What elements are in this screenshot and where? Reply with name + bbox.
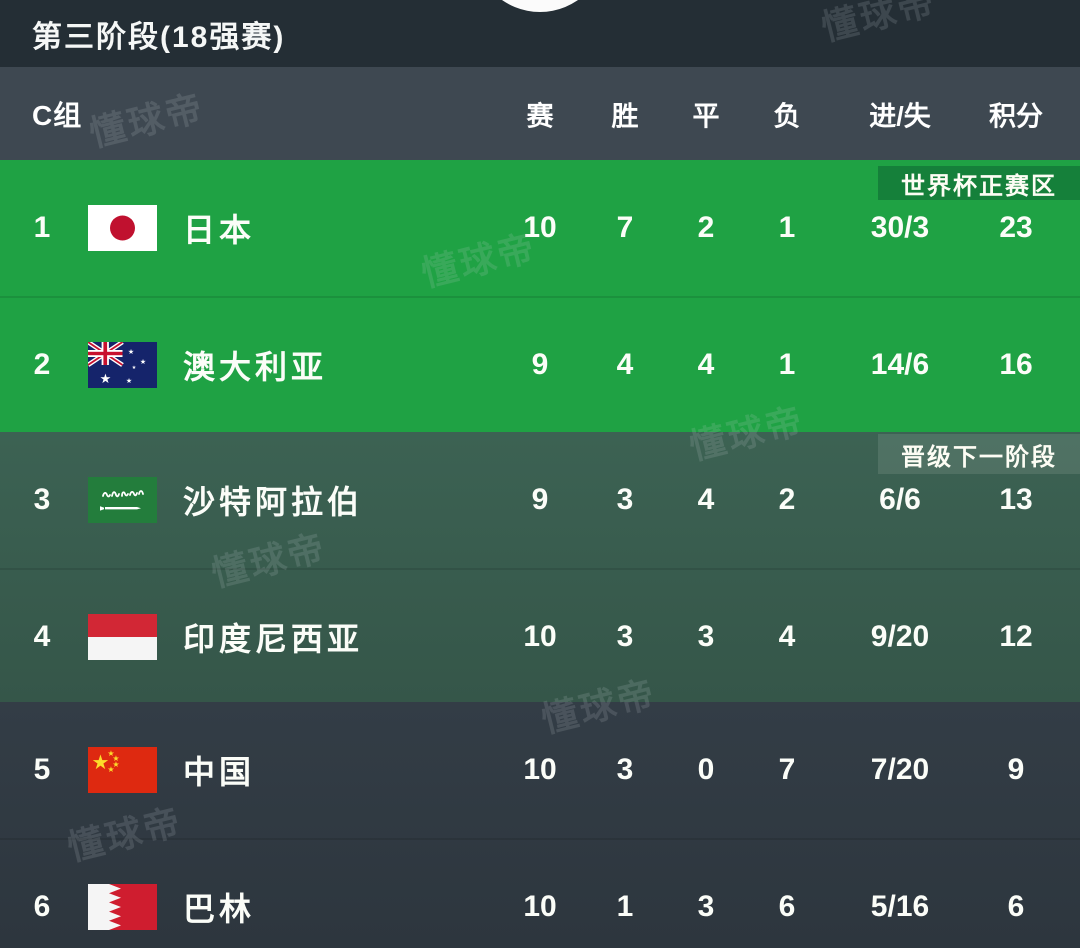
stat-points: 23 xyxy=(999,211,1033,244)
stat-win: 1 xyxy=(616,890,634,923)
australia-flag-icon: ★ ★ ★ ★ ★ xyxy=(88,342,157,388)
japan-flag-icon xyxy=(88,205,157,251)
svg-text:★: ★ xyxy=(112,754,119,763)
team-name: 巴林 xyxy=(183,891,256,927)
team-name: 日本 xyxy=(183,212,256,248)
svg-text:★: ★ xyxy=(128,348,134,356)
stat-win: 3 xyxy=(616,483,634,516)
column-played: 赛 xyxy=(526,101,554,131)
svg-text:★: ★ xyxy=(92,752,110,774)
stat-points: 16 xyxy=(999,348,1033,381)
stat-played: 9 xyxy=(531,348,549,381)
svg-text:★: ★ xyxy=(126,377,132,385)
stat-loss: 7 xyxy=(778,753,796,786)
team-name: 印度尼西亚 xyxy=(183,621,364,657)
stat-points: 6 xyxy=(1007,890,1025,923)
rank: 1 xyxy=(33,211,51,244)
svg-text:★: ★ xyxy=(132,365,137,371)
table-row-bahrain[interactable]: 6 巴林 10 1 3 6 5/16 6 xyxy=(0,838,1080,948)
stat-win: 7 xyxy=(616,211,634,244)
svg-text:★: ★ xyxy=(107,765,114,774)
stat-draw: 4 xyxy=(697,483,715,516)
stat-draw: 4 xyxy=(697,348,715,381)
stat-draw: 0 xyxy=(697,753,715,786)
page-title: 第三阶段(18强赛) xyxy=(32,21,286,54)
column-draw: 平 xyxy=(692,101,720,131)
svg-text:★: ★ xyxy=(100,371,112,386)
stat-points: 13 xyxy=(999,483,1033,516)
table-row-australia[interactable]: 2 ★ ★ ★ ★ ★ 澳大利亚 9 4 xyxy=(0,296,1080,432)
indonesia-flag-icon xyxy=(88,614,157,660)
stat-goals: 30/3 xyxy=(870,211,930,244)
worldcup-zone-badge: 世界杯正赛区 xyxy=(878,166,1080,200)
stat-draw: 2 xyxy=(697,211,715,244)
stat-played: 10 xyxy=(523,753,557,786)
stat-loss: 1 xyxy=(778,348,796,381)
team-name: 澳大利亚 xyxy=(183,349,328,385)
stat-played: 10 xyxy=(523,890,557,923)
stat-goals: 9/20 xyxy=(870,620,930,653)
rank: 4 xyxy=(33,620,51,653)
group-label: C组 xyxy=(32,99,83,131)
stat-goals: 6/6 xyxy=(879,483,921,516)
rank: 6 xyxy=(33,890,51,923)
team-name: 沙特阿拉伯 xyxy=(183,484,364,520)
team-name: 中国 xyxy=(183,754,256,790)
table-header: C组 赛 胜 平 负 进/失 积分 xyxy=(0,67,1080,160)
svg-text:★: ★ xyxy=(140,358,146,366)
stat-points: 9 xyxy=(1007,753,1025,786)
stat-loss: 1 xyxy=(778,211,796,244)
column-loss: 负 xyxy=(773,101,801,131)
table-row-china[interactable]: 5 ★ ★ ★ ★ ★ 中国 10 3 0 7 7/20 9 xyxy=(0,702,1080,838)
section-eliminated: 5 ★ ★ ★ ★ ★ 中国 10 3 0 7 7/20 9 6 xyxy=(0,702,1080,948)
stat-goals: 14/6 xyxy=(870,348,930,381)
stat-loss: 2 xyxy=(778,483,796,516)
stat-played: 9 xyxy=(531,483,549,516)
svg-text:★: ★ xyxy=(107,749,114,758)
stat-draw: 3 xyxy=(697,620,715,653)
title-bar: 第三阶段(18强赛) xyxy=(0,0,1080,67)
stat-win: 4 xyxy=(616,348,634,381)
table-row-saudi-arabia[interactable]: 3 沙特阿拉伯 9 3 4 2 6/6 13 xyxy=(0,432,1080,568)
svg-text:★: ★ xyxy=(112,760,119,769)
table-row-indonesia[interactable]: 4 印度尼西亚 10 3 3 4 9/20 12 xyxy=(0,568,1080,702)
column-win: 胜 xyxy=(611,101,639,131)
rank: 3 xyxy=(33,483,51,516)
stat-goals: 5/16 xyxy=(870,890,930,923)
section-next-stage: 晋级下一阶段 3 沙特阿拉伯 9 3 4 2 6/6 13 4 xyxy=(0,432,1080,702)
stat-played: 10 xyxy=(523,620,557,653)
saudi-arabia-flag-icon xyxy=(88,477,157,523)
rank: 5 xyxy=(33,753,51,786)
column-goals: 进/失 xyxy=(869,101,931,131)
china-flag-icon: ★ ★ ★ ★ ★ xyxy=(88,747,157,793)
stat-points: 12 xyxy=(999,620,1033,653)
table-row-japan[interactable]: 1 日本 10 7 2 1 30/3 23 xyxy=(0,160,1080,296)
next-stage-badge: 晋级下一阶段 xyxy=(878,434,1080,474)
column-points: 积分 xyxy=(989,101,1043,131)
stat-win: 3 xyxy=(616,620,634,653)
stat-win: 3 xyxy=(616,753,634,786)
section-worldcup-zone: 世界杯正赛区 1 日本 10 7 2 1 30/3 23 2 xyxy=(0,160,1080,432)
rank: 2 xyxy=(33,348,51,381)
bahrain-flag-icon xyxy=(88,884,157,930)
stat-draw: 3 xyxy=(697,890,715,923)
stat-loss: 4 xyxy=(778,620,796,653)
top-circle-decoration xyxy=(474,0,606,12)
stat-goals: 7/20 xyxy=(870,753,930,786)
stat-played: 10 xyxy=(523,211,557,244)
stat-loss: 6 xyxy=(778,890,796,923)
